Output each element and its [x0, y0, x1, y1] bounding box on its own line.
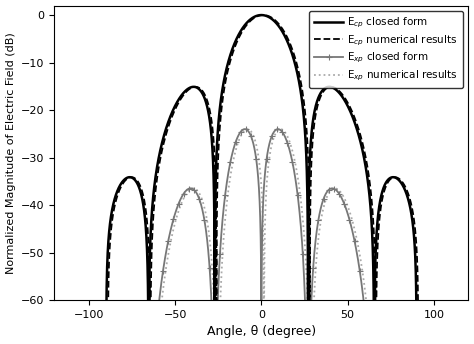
Legend: E$_{cp}$ closed form, E$_{cp}$ numerical results, E$_{xp}$ closed form, E$_{xp}$: E$_{cp}$ closed form, E$_{cp}$ numerical… [309, 11, 463, 88]
E$_{xp}$ closed form [315, 224, 320, 228]
E$_{xp}$ closed form [242, 127, 247, 131]
Line: E$_{xp}$ numerical results: E$_{xp}$ numerical results [55, 129, 468, 344]
E$_{cp}$ numerical results [260, 13, 266, 17]
E$_{xp}$ closed form [358, 280, 364, 284]
Line: E$_{xp}$ closed form: E$_{xp}$ closed form [52, 126, 471, 344]
E$_{cp}$ closed form [201, 95, 207, 99]
E$_{cp}$ numerical results [315, 104, 320, 108]
E$_{cp}$ numerical results [358, 137, 364, 141]
X-axis label: Angle, θ (degree): Angle, θ (degree) [207, 325, 316, 338]
E$_{xp}$ closed form [201, 217, 207, 221]
E$_{cp}$ numerical results [297, 73, 302, 77]
E$_{cp}$ closed form [381, 186, 386, 190]
E$_{cp}$ numerical results [201, 92, 207, 96]
E$_{xp}$ numerical results [315, 245, 320, 249]
E$_{xp}$ numerical results [358, 262, 364, 267]
Line: E$_{cp}$ numerical results: E$_{cp}$ numerical results [55, 15, 468, 344]
E$_{cp}$ closed form [358, 143, 364, 148]
E$_{cp}$ closed form [258, 13, 264, 17]
Line: E$_{cp}$ closed form: E$_{cp}$ closed form [55, 15, 468, 344]
Y-axis label: Normalized Magnitude of Electric Field (dB): Normalized Magnitude of Electric Field (… [6, 32, 16, 274]
E$_{xp}$ closed form [297, 209, 302, 213]
E$_{cp}$ closed form [315, 98, 320, 102]
E$_{xp}$ numerical results [245, 127, 250, 131]
E$_{cp}$ numerical results [381, 192, 386, 196]
E$_{cp}$ closed form [297, 82, 302, 86]
E$_{xp}$ numerical results [201, 205, 207, 209]
E$_{xp}$ numerical results [297, 187, 302, 191]
